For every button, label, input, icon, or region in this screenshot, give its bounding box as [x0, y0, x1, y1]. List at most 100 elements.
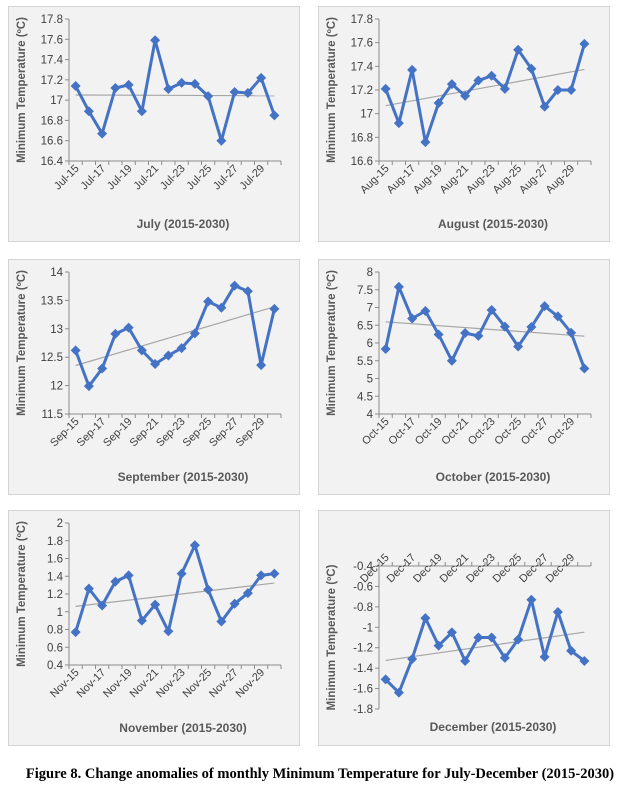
data-point [97, 363, 108, 374]
y-tick-label: 16.4 [41, 156, 64, 168]
x-tick-label: Oct-19 [413, 416, 445, 448]
x-tick-label: Dec-21 [438, 552, 472, 586]
y-tick-label: 16.8 [351, 132, 373, 144]
data-point [123, 570, 134, 581]
data-point [446, 79, 457, 90]
data-point [460, 328, 471, 339]
x-tick-label: Aug-27 [517, 163, 551, 197]
data-point [446, 355, 457, 366]
data-point [176, 77, 187, 88]
chart-september: 11.51212.51313.514Sep-15Sep-17Sep-19Sep-… [16, 267, 282, 484]
chart-panel-august: 16.6 16.8 17 17.2 17.4 17.6 17.8 Aug-15 Aug-17 Au… [318, 6, 610, 242]
data-point [393, 118, 404, 129]
x-tick-label: Sep-19 [101, 416, 135, 450]
x-tick-label: Oct-21 [439, 416, 471, 448]
data-point [189, 328, 200, 339]
chart-panel-september: 11.5 12 12.5 13 13.5 14 Sep-15 Sep-17 Sep-19 Sep-… [8, 259, 300, 495]
y-tick-label: 5 [367, 374, 373, 386]
data-point [203, 296, 214, 307]
x-tick-label: Nov-29 [234, 667, 268, 701]
data-point [203, 584, 214, 595]
data-point [163, 626, 174, 637]
data-point [552, 311, 563, 322]
data-point [229, 87, 240, 98]
x-tick-label: Sep-23 [154, 416, 188, 450]
x-tick-label: Aug-19 [411, 163, 445, 197]
y-tick-label: 17 [360, 109, 373, 121]
x-tick-label: Aug-29 [544, 163, 578, 197]
data-point [256, 72, 267, 83]
data-point [136, 106, 147, 117]
chart-november: 0.40.60.811.21.41.61.82Nov-15Nov-17Nov-1… [16, 518, 282, 735]
data-point [486, 70, 497, 81]
data-point [216, 616, 227, 627]
data-point [552, 606, 563, 617]
data-point [486, 632, 497, 643]
data-point [380, 83, 391, 94]
data-point [216, 302, 227, 313]
x-tick-label: Sep-17 [75, 416, 109, 450]
y-tick-label: 0.6 [47, 642, 63, 654]
data-point [539, 651, 550, 662]
data-point [460, 90, 471, 101]
data-point [460, 655, 471, 666]
chart-panel-november: 0.4 0.6 0.8 1 1.2 1.4 1.6 1.8 2 Nov-15 Nov-17 Nov-1… [8, 510, 300, 746]
y-tick-label: 12 [50, 381, 63, 393]
data-point [513, 634, 524, 645]
data-point [136, 345, 147, 356]
data-point [176, 568, 187, 579]
y-tick-label: 16.6 [351, 156, 373, 168]
data-point [393, 281, 404, 292]
x-tick-label: Dec-19 [411, 552, 445, 586]
x-axis-title: November (2015-2030) [119, 721, 246, 735]
data-point [433, 640, 444, 651]
y-tick-label: 2 [57, 518, 63, 530]
data-point [110, 576, 121, 587]
chart-december: -1.8-1.6-1.4-1.2-1-0.8-0.6-0.4Dec-15Dec-… [326, 552, 592, 734]
data-point [110, 82, 121, 93]
y-axis-title: Minimum Temperature (ºC) [16, 270, 28, 416]
x-tick-label: Nov-25 [181, 667, 215, 701]
y-tick-label: 17.4 [41, 55, 64, 67]
trendline [75, 582, 275, 607]
data-point [150, 359, 161, 370]
y-tick-label: 7 [367, 303, 373, 315]
data-point [526, 594, 537, 605]
y-axis-title: Minimum Temperature (ºC) [326, 270, 338, 416]
data-point [486, 304, 497, 315]
data-point [269, 303, 280, 314]
x-tick-label: Aug-21 [438, 163, 472, 197]
data-point [83, 583, 94, 594]
data-point [513, 44, 524, 55]
data-point [163, 350, 174, 361]
y-axis-title: Minimum Temperature (ºC) [326, 17, 338, 163]
y-tick-label: 13.5 [41, 295, 63, 307]
y-tick-label: 1.4 [47, 571, 64, 583]
series-line [384, 43, 586, 144]
data-point [499, 321, 510, 332]
y-tick-label: 1.6 [47, 554, 63, 566]
data-point [526, 322, 537, 333]
x-axis-title: October (2015-2030) [436, 470, 551, 484]
y-axis-title: Minimum Temperature (ºC) [16, 17, 28, 163]
y-tick-label: 17.2 [351, 85, 373, 97]
x-tick-label: Dec-17 [385, 552, 419, 586]
chart-october: 44.555.566.577.58Oct-15Oct-17Oct-19Oct-2… [326, 267, 592, 484]
y-tick-label: 6.5 [357, 320, 373, 332]
data-point [203, 91, 214, 102]
y-tick-label: 4.5 [357, 391, 373, 403]
x-tick-label: Oct-27 [519, 416, 551, 448]
data-point [499, 652, 510, 663]
y-tick-label: 5.5 [357, 356, 373, 368]
data-point [407, 64, 418, 75]
x-tick-label: Sep-29 [234, 416, 268, 450]
x-tick-label: Nov-23 [154, 667, 188, 701]
data-point [420, 613, 431, 624]
data-point [229, 598, 240, 609]
data-point [256, 360, 267, 371]
data-point [579, 363, 590, 374]
x-tick-label: Oct-15 [360, 416, 392, 448]
y-tick-label: 17.4 [351, 61, 374, 73]
y-tick-label: 17.6 [351, 38, 373, 50]
data-point [97, 600, 108, 611]
